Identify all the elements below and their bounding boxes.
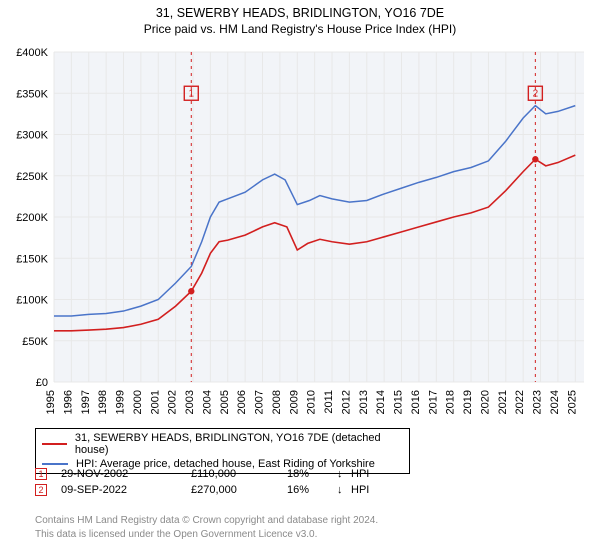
datapoint-ref: HPI [351,484,369,496]
svg-text:2018: 2018 [445,390,457,414]
svg-text:£100K: £100K [16,295,48,307]
svg-text:1: 1 [188,88,194,99]
svg-text:2002: 2002 [167,390,179,414]
svg-text:£0: £0 [36,377,48,389]
legend-row: 31, SEWERBY HEADS, BRIDLINGTON, YO16 7DE… [42,431,403,457]
chart-subtitle: Price paid vs. HM Land Registry's House … [0,20,600,36]
legend-swatch [42,463,68,465]
datapoint-marker: 1 [35,468,47,480]
svg-text:£50K: £50K [22,336,48,348]
footer-attribution: Contains HM Land Registry data © Crown c… [35,514,378,541]
svg-text:2009: 2009 [288,390,300,414]
datapoint-ref: HPI [351,468,369,480]
svg-text:£150K: £150K [16,253,48,265]
datapoint-price: £270,000 [191,484,287,496]
svg-text:2006: 2006 [236,390,248,414]
figure-container: 31, SEWERBY HEADS, BRIDLINGTON, YO16 7DE… [0,0,600,560]
datapoint-id: 2 [38,485,43,495]
svg-text:2024: 2024 [549,390,561,414]
arrow-down-icon: ↓ [337,484,351,496]
svg-text:2020: 2020 [479,390,491,414]
svg-text:£300K: £300K [16,130,48,142]
svg-text:2003: 2003 [184,390,196,414]
svg-text:2015: 2015 [393,390,405,414]
svg-text:2005: 2005 [219,390,231,414]
datapoint-id: 1 [38,469,43,479]
svg-text:2010: 2010 [306,390,318,414]
datapoint-row: 2 09-SEP-2022 £270,000 16% ↓ HPI [35,484,369,496]
svg-text:2013: 2013 [358,390,370,414]
svg-text:£400K: £400K [16,47,48,59]
svg-text:2001: 2001 [149,390,161,414]
arrow-down-icon: ↓ [337,468,351,480]
svg-text:1996: 1996 [62,390,74,414]
svg-text:2000: 2000 [132,390,144,414]
svg-text:2007: 2007 [254,390,266,414]
svg-text:1998: 1998 [97,390,109,414]
footer-line: This data is licensed under the Open Gov… [35,528,378,542]
svg-text:£350K: £350K [16,88,48,100]
svg-text:2019: 2019 [462,390,474,414]
svg-text:1995: 1995 [45,390,57,414]
datapoints-table: 1 29-NOV-2002 £110,000 18% ↓ HPI 2 09-SE… [35,468,369,500]
datapoint-date: 29-NOV-2002 [61,468,191,480]
chart-title: 31, SEWERBY HEADS, BRIDLINGTON, YO16 7DE [0,0,600,20]
legend-swatch [42,443,67,445]
svg-text:2014: 2014 [375,390,387,414]
svg-text:2025: 2025 [566,390,578,414]
chart-svg: £0 £50K £100K £150K £200K £250K £300K £350K £400… [10,46,590,422]
chart-area: £0 £50K £100K £150K £200K £250K £300K £350K £400… [10,46,590,422]
legend-label: 31, SEWERBY HEADS, BRIDLINGTON, YO16 7DE… [75,432,403,456]
datapoint-row: 1 29-NOV-2002 £110,000 18% ↓ HPI [35,468,369,480]
svg-text:2017: 2017 [427,390,439,414]
svg-text:2004: 2004 [201,390,213,414]
datapoint-marker: 2 [35,484,47,496]
svg-text:2008: 2008 [271,390,283,414]
svg-text:2012: 2012 [340,390,352,414]
svg-text:2016: 2016 [410,390,422,414]
datapoint-price: £110,000 [191,468,287,480]
datapoint-pct: 16% [287,484,337,496]
svg-text:£250K: £250K [16,171,48,183]
svg-text:2: 2 [533,88,539,99]
svg-text:2023: 2023 [532,390,544,414]
svg-text:1997: 1997 [80,390,92,414]
svg-text:2022: 2022 [514,390,526,414]
svg-text:2011: 2011 [323,390,335,414]
svg-text:1999: 1999 [115,390,127,414]
datapoint-pct: 18% [287,468,337,480]
svg-text:£200K: £200K [16,212,48,224]
svg-text:2021: 2021 [497,390,509,414]
footer-line: Contains HM Land Registry data © Crown c… [35,514,378,528]
datapoint-date: 09-SEP-2022 [61,484,191,496]
